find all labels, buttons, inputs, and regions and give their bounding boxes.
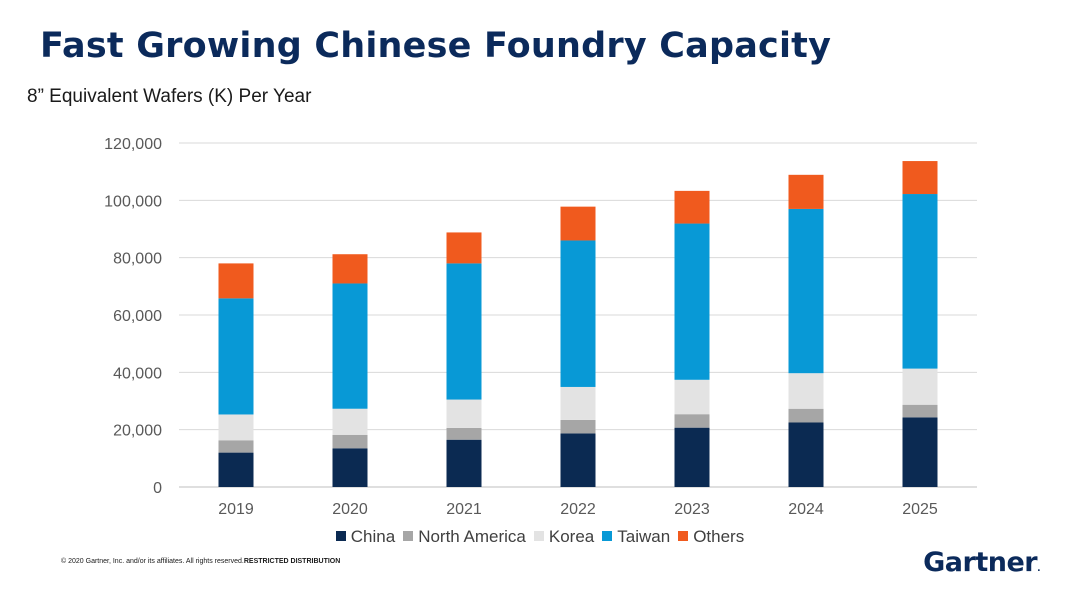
copyright-text: © 2020 Gartner, Inc. and/or its affiliat…: [61, 558, 244, 565]
bar-segment-taiwan: [902, 194, 938, 369]
bars: [218, 161, 938, 487]
y-axis-ticks: 0 20,000 40,000 60,000 80,000 100,000 120,000: [104, 136, 162, 497]
bar-segment-north-america: [560, 419, 596, 434]
bar-segment-taiwan: [788, 208, 824, 374]
bar-segment-others: [674, 190, 710, 224]
bar-segment-korea: [902, 368, 938, 405]
legend-item-others: Others: [678, 527, 744, 547]
restricted-distribution-label: RESTRICTED DISTRIBUTION: [243, 558, 341, 565]
bar-segment-taiwan: [560, 240, 596, 387]
x-tick-label: 2020: [332, 501, 368, 518]
legend-label: North America: [418, 527, 526, 546]
legend-label: Taiwan: [617, 527, 671, 546]
y-tick-label: 40,000: [113, 365, 162, 382]
logo-dot: .: [1037, 564, 1040, 574]
legend-label: Others: [693, 527, 745, 546]
bar-segment-taiwan: [674, 223, 710, 380]
bar-segment-china: [902, 417, 938, 487]
logo-text: Gartner: [923, 547, 1038, 578]
bar-segment-north-america: [218, 440, 254, 453]
bar-segment-korea: [446, 399, 482, 428]
bar-segment-china: [560, 433, 596, 487]
legend-swatch: [602, 531, 613, 541]
bar-segment-others: [788, 174, 824, 209]
legend-swatch: [335, 531, 346, 541]
y-tick-label: 120,000: [104, 136, 162, 153]
legend-item-china: China: [335, 527, 396, 547]
bar-segment-taiwan: [218, 298, 254, 415]
bar-segment-others: [218, 263, 254, 299]
bar-segment-korea: [218, 414, 254, 441]
x-axis-ticks: 2019 2020 2021 2022 2023 2024 2025: [218, 501, 938, 518]
y-tick-label: 60,000: [113, 308, 162, 325]
bar-segment-korea: [788, 373, 824, 409]
chart-subtitle: 8” Equivalent Wafers (K) Per Year: [27, 86, 312, 107]
bar-segment-china: [674, 427, 710, 487]
bar-segment-north-america: [902, 404, 938, 418]
bar-segment-korea: [674, 379, 710, 415]
copyright-footer: © 2020 Gartner, Inc. and/or its affiliat…: [61, 558, 340, 565]
bar-segment-china: [218, 452, 254, 487]
y-tick-label: 80,000: [113, 251, 162, 268]
legend-item-north-america: North America: [403, 527, 526, 547]
legend-item-taiwan: Taiwan: [602, 527, 670, 547]
bar-segment-china: [788, 422, 824, 487]
x-tick-label: 2021: [446, 501, 482, 518]
gartner-logo: Gartner.: [923, 547, 1040, 578]
slide-title: Fast Growing Chinese Foundry Capacity: [40, 26, 832, 66]
x-tick-label: 2022: [560, 501, 596, 518]
bar-segment-china: [446, 439, 482, 487]
x-tick-label: 2023: [674, 501, 710, 518]
bar-segment-north-america: [674, 414, 710, 428]
bar-segment-others: [560, 206, 596, 241]
bar-segment-others: [332, 254, 368, 284]
legend-swatch: [678, 531, 689, 541]
x-tick-label: 2025: [902, 501, 938, 518]
chart-legend: China North America Korea Taiwan Others: [0, 527, 1080, 547]
bar-segment-china: [332, 448, 368, 487]
bar-segment-taiwan: [332, 283, 368, 409]
x-tick-label: 2024: [788, 501, 824, 518]
bar-segment-north-america: [788, 408, 824, 423]
y-tick-label: 100,000: [104, 193, 162, 210]
x-tick-label: 2019: [218, 501, 254, 518]
legend-label: Korea: [548, 527, 595, 546]
bar-segment-north-america: [446, 427, 482, 440]
y-tick-label: 0: [153, 480, 162, 497]
legend-label: China: [350, 527, 396, 546]
bar-segment-taiwan: [446, 263, 482, 400]
bar-segment-others: [902, 161, 938, 195]
legend-item-korea: Korea: [533, 527, 595, 547]
bar-segment-others: [446, 232, 482, 264]
legend-swatch: [533, 531, 544, 541]
bar-segment-north-america: [332, 434, 368, 449]
bar-segment-korea: [560, 386, 596, 420]
legend-swatch: [403, 531, 414, 541]
bar-segment-korea: [332, 408, 368, 435]
y-tick-label: 20,000: [113, 423, 162, 440]
